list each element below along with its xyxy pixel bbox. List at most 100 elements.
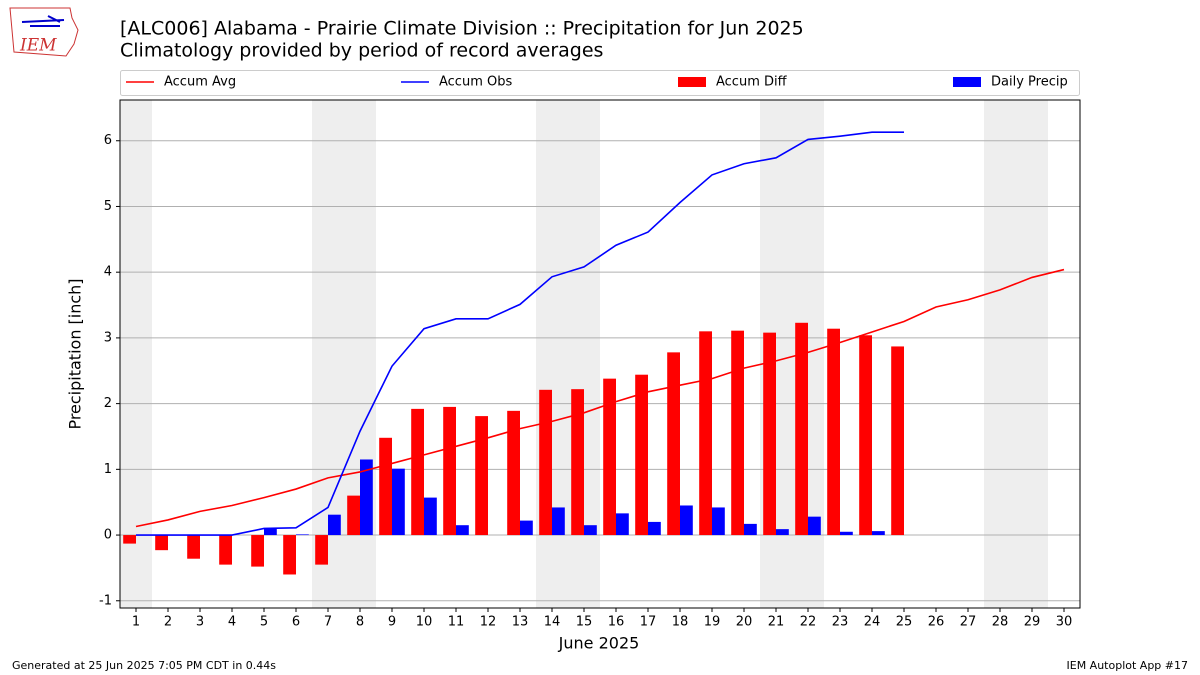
y-tick-label: 4 [104,265,112,280]
x-tick-label: 15 [576,615,593,630]
x-tick-label: 24 [864,615,881,630]
bar [872,531,885,536]
legend-box [120,70,1080,96]
chart-title: [ALC006] Alabama - Prairie Climate Divis… [120,18,804,40]
bar [520,520,533,536]
x-tick-label: 27 [960,615,977,630]
legend-label: Accum Diff [716,75,788,90]
y-tick-label: -1 [99,593,112,608]
bar [827,328,840,536]
y-tick-label: 3 [104,330,112,345]
y-tick-label: 1 [104,462,112,477]
bar [264,528,277,536]
x-tick-label: 22 [800,615,817,630]
bar [552,507,565,536]
logo: IEM [9,7,79,57]
bar [603,378,616,536]
x-tick-label: 2 [164,615,172,630]
footer-right: IEM Autoplot App #17 [1067,659,1189,672]
bar [155,535,168,551]
line [135,268,1065,528]
bar [680,505,693,536]
bar [392,468,405,536]
x-tick-label: 7 [324,615,332,630]
bar [443,406,456,536]
bar [251,535,264,567]
y-tick-label: 0 [104,528,112,543]
bar [456,525,469,536]
x-tick-label: 18 [672,615,689,630]
x-tick-label: 11 [448,615,465,630]
bar [763,332,776,536]
x-tick-label: 28 [992,615,1009,630]
x-tick-label: 9 [388,615,396,630]
x-tick-label: 3 [196,615,204,630]
x-tick-label: 8 [356,615,364,630]
legend-swatch [678,77,706,87]
bar [859,335,872,536]
footer-left: Generated at 25 Jun 2025 7:05 PM CDT in … [12,659,276,672]
chart-subtitle: Climatology provided by period of record… [120,40,603,62]
x-tick-label: 6 [292,615,300,630]
bar [808,516,821,536]
bar [539,389,552,536]
x-tick-label: 20 [736,615,753,630]
y-tick-label: 5 [104,199,112,214]
x-tick-label: 5 [260,615,268,630]
x-tick-label: 12 [480,615,497,630]
bar [219,535,232,565]
y-axis-label: Precipitation [inch] [66,278,85,429]
x-tick-label: 17 [640,615,657,630]
bar [123,535,136,544]
x-tick-label: 13 [512,615,529,630]
legend-label: Daily Precip [991,75,1068,90]
bar [635,374,648,536]
bar [424,497,437,536]
x-tick-label: 4 [228,615,236,630]
bar [699,331,712,536]
bar [315,535,328,565]
y-tick-label: 6 [104,133,112,148]
y-tick-label: 2 [104,396,112,411]
bar [475,416,488,536]
bar [283,535,296,575]
x-tick-label: 16 [608,615,625,630]
x-tick-label: 30 [1056,615,1073,630]
bar [667,352,680,536]
bar [296,534,309,536]
x-axis-label: June 2025 [558,634,640,653]
bar [379,437,392,536]
bar [776,529,789,536]
x-tick-label: 19 [704,615,721,630]
bar [347,495,360,536]
plot-frame [119,99,1081,609]
bar [571,389,584,536]
logo-text: IEM [19,36,57,56]
bar [795,322,808,536]
legend-swatch [953,77,981,87]
x-tick-label: 26 [928,615,945,630]
legend-label: Accum Obs [439,75,512,90]
bar [731,330,744,536]
bar [616,513,629,536]
bar [328,514,341,536]
bar [712,507,725,536]
bar [187,535,200,559]
x-tick-label: 14 [544,615,561,630]
weekend-shade [984,100,1016,608]
bar [840,531,853,536]
bar [507,410,520,536]
x-tick-label: 23 [832,615,849,630]
legend-label: Accum Avg [164,75,236,90]
bar [891,346,904,536]
x-tick-label: 29 [1024,615,1041,630]
x-tick-label: 1 [132,615,140,630]
weekend-shade [1016,100,1048,608]
bar [360,459,373,536]
bar [648,521,661,536]
logo-icon [21,15,65,27]
weekend-shade [120,100,152,608]
bar [411,408,424,536]
x-tick-label: 10 [416,615,433,630]
x-tick-label: 21 [768,615,785,630]
